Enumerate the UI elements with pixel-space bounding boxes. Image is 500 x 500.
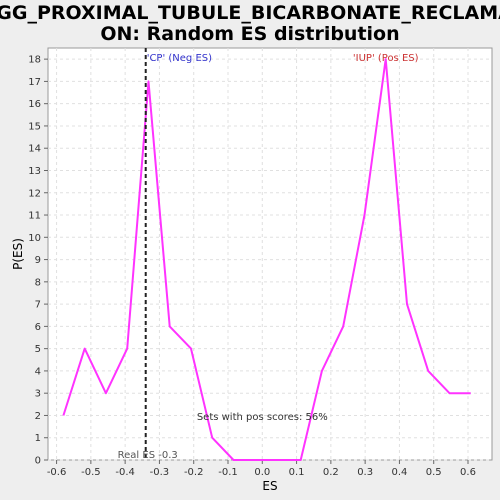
y-tick-label: 8 — [35, 277, 41, 288]
x-tick-label: -0.5 — [81, 467, 101, 478]
y-tick-label: 13 — [28, 166, 41, 177]
plot-area — [47, 47, 493, 461]
grid — [48, 48, 492, 461]
series-layer — [62, 58, 471, 461]
y-tick-label: 2 — [35, 411, 41, 422]
x-tick-label: 0.4 — [391, 467, 407, 478]
x-tick-label: -0.4 — [115, 467, 135, 478]
chart-title-line2: ON: Random ES distribution — [100, 23, 399, 45]
annotation-layer: 'CP' (Neg ES) 'IUP' (Pos ES) Real ES -0.3 S… — [118, 48, 419, 461]
x-tick-label: 0.2 — [323, 467, 339, 478]
y-tick-label: 1 — [35, 433, 41, 444]
y-tick-label: 0 — [35, 456, 41, 467]
y-tick-label: 6 — [35, 322, 41, 333]
es-distribution-line — [62, 58, 471, 461]
y-tick-label: 18 — [28, 55, 41, 66]
y-tick-label: 14 — [28, 144, 41, 155]
y-tick-label: 17 — [28, 77, 41, 88]
neg-es-label: 'CP' (Neg ES) — [147, 53, 212, 64]
chart-title-line1: KEGG_PROXIMAL_TUBULE_BICARBONATE_RECLAMA… — [0, 2, 500, 24]
x-tick-label: -0.6 — [47, 467, 67, 478]
y-tick-label: 9 — [35, 255, 41, 266]
x-tick-label: -0.2 — [184, 467, 204, 478]
x-axis-label: ES — [262, 479, 277, 493]
y-tick-label: 10 — [28, 233, 41, 244]
y-tick-label: 16 — [28, 99, 41, 110]
y-tick-label: 5 — [35, 344, 41, 355]
x-tick-label: 0.1 — [289, 467, 305, 478]
x-tick-label: 0.5 — [426, 467, 442, 478]
x-tick-label: 0.6 — [460, 467, 476, 478]
y-tick-label: 11 — [28, 211, 41, 222]
pos-scores-label: Sets with pos scores: 56% — [197, 412, 328, 423]
pos-es-label: 'IUP' (Pos ES) — [353, 53, 419, 64]
y-tick-label: 12 — [28, 188, 41, 199]
y-tick-label: 15 — [28, 121, 41, 132]
y-tick-label: 7 — [35, 300, 41, 311]
x-tick-label: -0.3 — [150, 467, 170, 478]
x-tick-label: 0.3 — [357, 467, 373, 478]
y-tick-label: 4 — [35, 366, 41, 377]
y-tick-label: 3 — [35, 389, 41, 400]
axis-ticks: -0.6 -0.5 -0.4 -0.3 -0.2 -0.1 0.0 0.1 0.2 0.3 0.4 0… — [28, 55, 476, 478]
y-axis-label: P(ES) — [11, 238, 25, 270]
x-tick-label: -0.1 — [218, 467, 238, 478]
x-tick-label: 0.0 — [254, 467, 270, 478]
real-es-label: Real ES -0.3 — [118, 450, 178, 461]
